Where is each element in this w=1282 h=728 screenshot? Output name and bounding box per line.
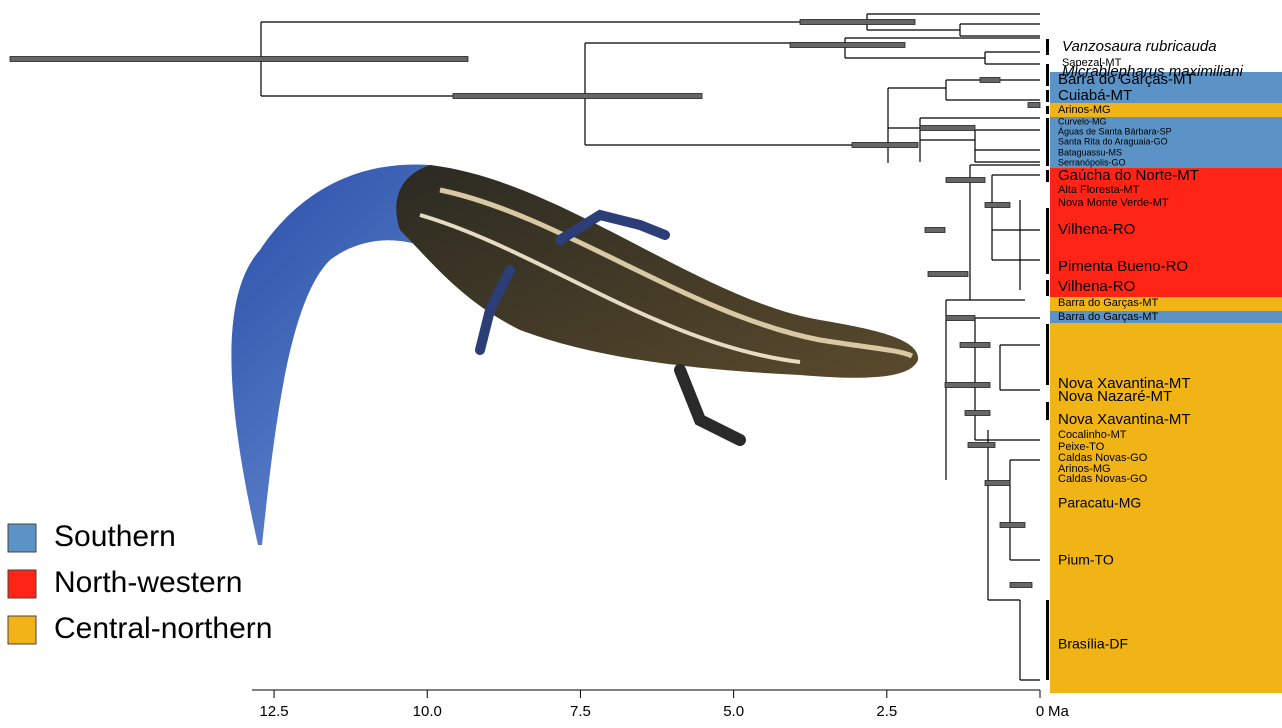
error-bar — [925, 228, 945, 233]
tick-label: 2.5 — [876, 703, 897, 720]
tip-label: Bataguassu-MS — [1058, 147, 1122, 157]
legend-label: Central-northern — [54, 612, 272, 645]
tip-label: Arinos-MG — [1058, 104, 1111, 116]
tip-label: Serranópolis-GO — [1058, 157, 1126, 167]
tip-bar — [1046, 106, 1049, 114]
tip-label: Barra do Garças-MT — [1058, 297, 1159, 309]
legend-label: Southern — [54, 520, 176, 553]
tip-label: Alta Floresta-MT — [1058, 184, 1140, 196]
tip-label: Santa Rita do Araguaia-GO — [1058, 136, 1168, 146]
tip-label: Sapezal-MT — [1062, 57, 1122, 69]
outgroup-label: Vanzosaura rubricauda — [1062, 38, 1217, 55]
tip-label: Nova Xavantina-MT — [1058, 411, 1191, 428]
tip-label: Nova Monte Verde-MT — [1058, 197, 1169, 209]
lizard-illustration — [231, 164, 918, 545]
tip-label: Curvelo-MG — [1058, 116, 1107, 126]
tip-label: Barra do Garças-MT — [1058, 71, 1195, 88]
figure: Vanzosaura rubricaudaMicrablepharus maxi… — [0, 0, 1282, 723]
error-bar — [928, 272, 968, 277]
error-bar — [946, 178, 985, 183]
legend-swatch — [8, 616, 36, 644]
legend-swatch — [8, 524, 36, 552]
tip-bar — [1046, 280, 1049, 296]
tip-label: Pimenta Bueno-RO — [1058, 258, 1188, 275]
tip-label: Águas de Santa Bárbara-SP — [1058, 126, 1172, 136]
tip-label: Vilhena-RO — [1058, 221, 1135, 238]
tip-bar — [1046, 324, 1049, 385]
tip-label: Gaúcha do Norte-MT — [1058, 167, 1199, 184]
error-bar — [1028, 103, 1040, 108]
tip-label: Barra do Garças-MT — [1058, 311, 1159, 323]
error-bar — [10, 57, 468, 62]
error-bar — [985, 203, 1010, 208]
error-bar — [945, 383, 990, 388]
tip-label: Pium-TO — [1058, 552, 1114, 568]
error-bar — [960, 343, 990, 348]
legend: Southern North-western Central-northern — [8, 520, 272, 645]
tip-bar — [1046, 90, 1049, 102]
tip-bar — [1046, 74, 1049, 86]
error-bar — [1010, 583, 1032, 588]
error-bar — [790, 43, 905, 48]
error-bar — [1000, 523, 1025, 528]
tip-bar — [1046, 258, 1049, 274]
page: {"tree": { "outgroups": ["Vanzosaura rub… — [0, 0, 1282, 723]
error-bar — [852, 143, 918, 148]
legend-label: North-western — [54, 566, 242, 599]
tip-label: Paracatu-MG — [1058, 495, 1141, 511]
error-bar — [946, 316, 975, 321]
tip-label: Vilhena-RO — [1058, 278, 1135, 295]
error-bar — [800, 20, 915, 25]
legend-swatch — [8, 570, 36, 598]
tick-label: 0 — [1036, 703, 1044, 720]
error-bar — [985, 481, 1010, 486]
tip-bar — [1046, 600, 1049, 680]
tip-label: Brasília-DF — [1058, 636, 1128, 652]
tip-label: Cocalinho-MT — [1058, 429, 1127, 441]
error-bar — [965, 411, 990, 416]
error-bar — [980, 78, 1000, 83]
axis-unit: Ma — [1048, 703, 1069, 720]
tip-label: Cuiabá-MT — [1058, 87, 1132, 104]
error-bar — [453, 94, 702, 99]
tick-label: 12.5 — [259, 703, 288, 720]
tip-bar — [1046, 402, 1049, 420]
tip-bar — [1046, 118, 1049, 166]
tick-label: 5.0 — [723, 703, 744, 720]
tip-label: Caldas Novas-GO — [1058, 473, 1148, 485]
tip-bar — [1046, 39, 1049, 55]
tick-label: 7.5 — [570, 703, 591, 720]
tick-label: 10.0 — [413, 703, 442, 720]
error-bar — [920, 126, 975, 131]
error-bar — [968, 443, 995, 448]
tip-label: Nova Nazaré-MT — [1058, 388, 1172, 405]
tip-bar — [1046, 170, 1049, 182]
